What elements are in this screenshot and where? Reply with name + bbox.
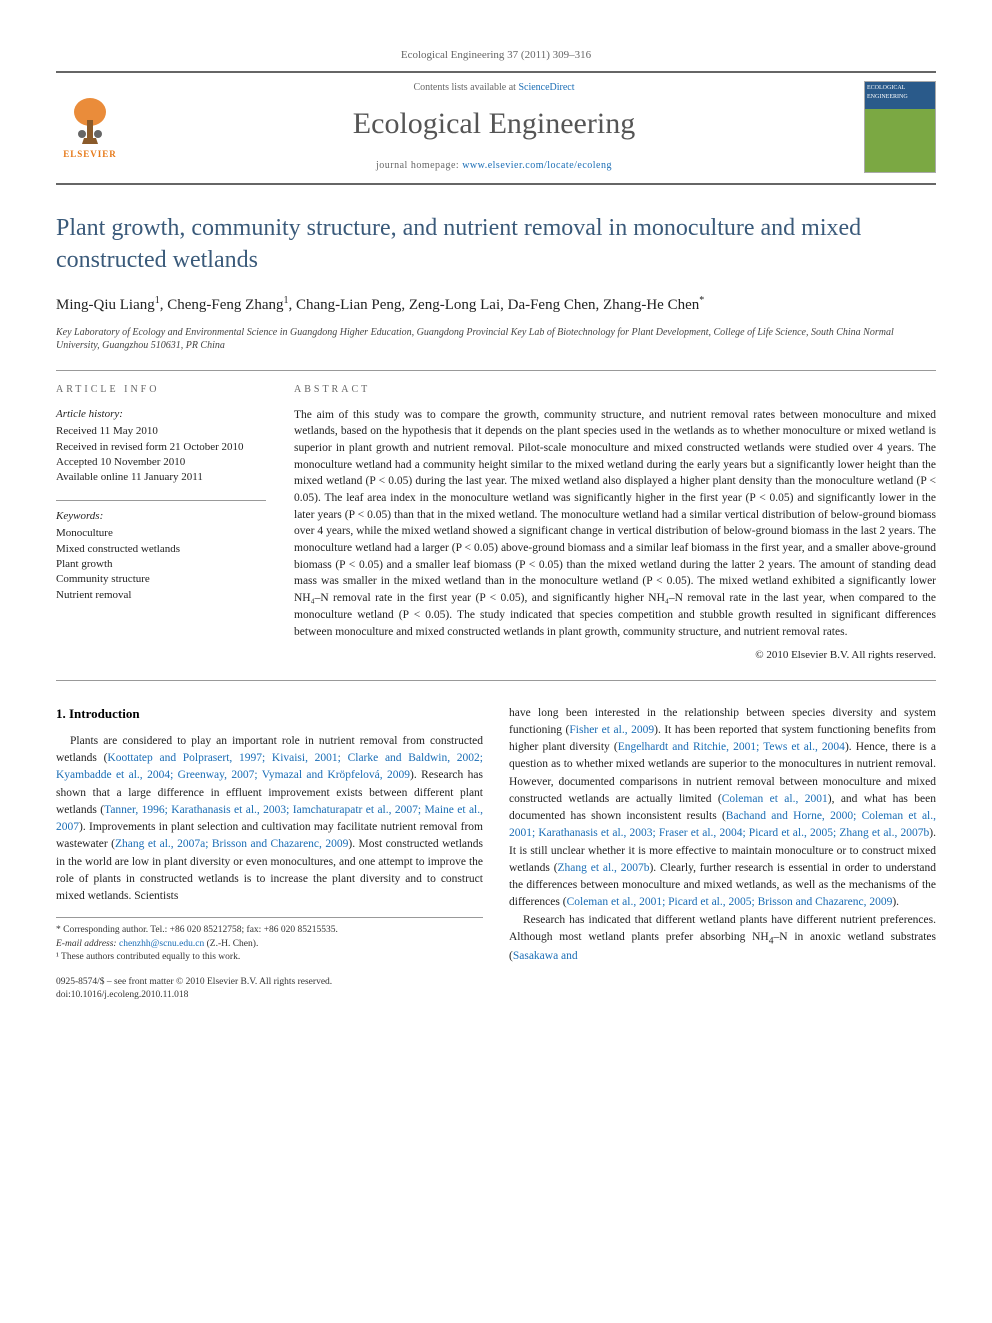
masthead-center: Contents lists available at ScienceDirec…	[140, 81, 848, 173]
authors-line: Ming-Qiu Liang1, Cheng-Feng Zhang1, Chan…	[56, 294, 936, 316]
history-line: Available online 11 January 2011	[56, 470, 266, 485]
footprint: 0925-8574/$ – see front matter © 2010 El…	[56, 976, 483, 1003]
citation-link[interactable]: Coleman et al., 2001	[722, 793, 828, 805]
body-column-right: have long been interested in the relatio…	[509, 705, 936, 1003]
masthead: ELSEVIER Contents lists available at Sci…	[56, 71, 936, 185]
email-suffix: (Z.-H. Chen).	[207, 939, 259, 949]
history-line: Received in revised form 21 October 2010	[56, 440, 266, 455]
author: Zeng-Long Lai	[409, 297, 500, 313]
publisher-name: ELSEVIER	[63, 148, 117, 161]
author: Ming-Qiu Liang	[56, 297, 155, 313]
page: Ecological Engineering 37 (2011) 309–316…	[0, 0, 992, 1043]
citation-link[interactable]: Engelhardt and Ritchie, 2001; Tews et al…	[618, 741, 845, 753]
body-column-left: 1. Introduction Plants are considered to…	[56, 705, 483, 1003]
citation-link[interactable]: Sasakawa and	[513, 950, 578, 962]
cover-title: ECOLOGICAL ENGINEERING	[867, 84, 933, 101]
keyword: Monoculture	[56, 526, 266, 541]
paragraph: Plants are considered to play an importa…	[56, 733, 483, 906]
citation-link[interactable]: Zhang et al., 2007a; Brisson and Chazare…	[115, 838, 348, 850]
equal-contribution-note: ¹ These authors contributed equally to t…	[56, 951, 483, 964]
keywords-block: Keywords: Monoculture Mixed constructed …	[56, 509, 266, 603]
sciencedirect-link[interactable]: ScienceDirect	[518, 82, 574, 93]
journal-cover-thumbnail: ECOLOGICAL ENGINEERING	[864, 81, 936, 173]
paragraph: have long been interested in the relatio…	[509, 705, 936, 912]
elsevier-tree-icon	[66, 94, 114, 146]
citation-link[interactable]: Bachand and Horne, 2000; Coleman et al.,…	[509, 810, 936, 839]
keyword: Mixed constructed wetlands	[56, 542, 266, 557]
article-history: Article history: Received 11 May 2010 Re…	[56, 407, 266, 486]
issn-line: 0925-8574/$ – see front matter © 2010 El…	[56, 976, 483, 989]
doi-line: doi:10.1016/j.ecoleng.2010.11.018	[56, 989, 483, 1002]
keyword: Nutrient removal	[56, 588, 266, 603]
email-link[interactable]: chenzhh@scnu.edu.cn	[119, 939, 204, 949]
history-label: Article history:	[56, 407, 266, 422]
keyword: Community structure	[56, 572, 266, 587]
abstract: ABSTRACT The aim of this study was to co…	[294, 383, 936, 664]
body-text: Plants are considered to play an importa…	[56, 733, 483, 906]
contents-line: Contents lists available at ScienceDirec…	[140, 81, 848, 95]
email-line: E-mail address: chenzhh@scnu.edu.cn (Z.-…	[56, 938, 483, 951]
section-heading-introduction: 1. Introduction	[56, 705, 483, 723]
keyword: Plant growth	[56, 557, 266, 572]
copyright-line: © 2010 Elsevier B.V. All rights reserved…	[294, 648, 936, 663]
email-label: E-mail address:	[56, 939, 117, 949]
info-abstract-row: ARTICLE INFO Article history: Received 1…	[56, 371, 936, 680]
author: Zhang-He Chen	[603, 297, 699, 313]
article-title: Plant growth, community structure, and n…	[56, 213, 936, 275]
corresponding-note: * Corresponding author. Tel.: +86 020 85…	[56, 924, 483, 937]
footnotes: * Corresponding author. Tel.: +86 020 85…	[56, 917, 483, 964]
citation-link[interactable]: Coleman et al., 2001; Picard et al., 200…	[567, 896, 893, 908]
corresponding-ref: *	[699, 295, 704, 306]
article-info: ARTICLE INFO Article history: Received 1…	[56, 383, 266, 664]
citation-link[interactable]: Fisher et al., 2009	[569, 724, 654, 736]
keywords-label: Keywords:	[56, 509, 266, 524]
article-info-heading: ARTICLE INFO	[56, 383, 266, 397]
body-columns: 1. Introduction Plants are considered to…	[56, 705, 936, 1003]
running-header: Ecological Engineering 37 (2011) 309–316	[56, 48, 936, 63]
history-line: Accepted 10 November 2010	[56, 455, 266, 470]
abstract-heading: ABSTRACT	[294, 383, 936, 397]
body-text: have long been interested in the relatio…	[509, 705, 936, 966]
author-note-ref: 1	[155, 295, 160, 306]
journal-title: Ecological Engineering	[140, 103, 848, 145]
citation-link[interactable]: Koottatep and Polprasert, 1997; Kivaisi,…	[56, 752, 483, 781]
abstract-text: The aim of this study was to compare the…	[294, 407, 936, 640]
homepage-prefix: journal homepage:	[376, 160, 462, 171]
paragraph: Research has indicated that different we…	[509, 912, 936, 966]
homepage-link[interactable]: www.elsevier.com/locate/ecoleng	[462, 160, 612, 171]
publisher-logo: ELSEVIER	[56, 89, 124, 165]
author: Chang-Lian Peng	[296, 297, 401, 313]
author: Da-Feng Chen	[508, 297, 596, 313]
author-note-ref: 1	[283, 295, 288, 306]
author: Cheng-Feng Zhang	[167, 297, 283, 313]
affiliation: Key Laboratory of Ecology and Environmen…	[56, 326, 936, 352]
divider	[56, 680, 936, 681]
history-line: Received 11 May 2010	[56, 424, 266, 439]
citation-link[interactable]: Tanner, 1996; Karathanasis et al., 2003;…	[56, 804, 483, 833]
divider	[56, 500, 266, 501]
contents-prefix: Contents lists available at	[413, 82, 518, 93]
homepage-line: journal homepage: www.elsevier.com/locat…	[140, 159, 848, 173]
citation-link[interactable]: Zhang et al., 2007b	[558, 862, 650, 874]
